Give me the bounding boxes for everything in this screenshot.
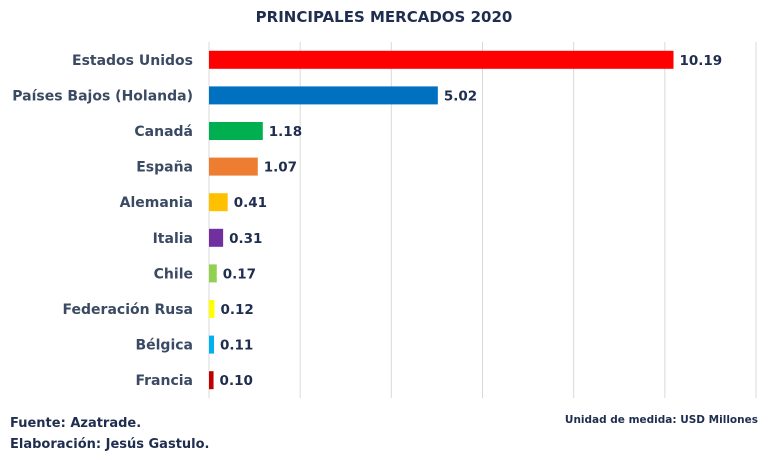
value-label: 0.12 <box>220 302 253 318</box>
unit-note: Unidad de medida: USD Millones <box>564 414 758 426</box>
value-label: 0.11 <box>220 338 253 354</box>
category-label: Países Bajos (Holanda) <box>12 88 193 104</box>
bar <box>209 228 224 247</box>
category-label: Estados Unidos <box>72 53 193 69</box>
category-labels: Estados Unidos Países Bajos (Holanda) Cana… <box>12 53 193 389</box>
value-label: 10.19 <box>679 53 722 69</box>
category-label: Chile <box>154 266 193 282</box>
bar <box>209 371 214 390</box>
value-label: 0.41 <box>234 195 267 211</box>
bar <box>209 157 258 176</box>
bar <box>209 50 674 69</box>
value-labels: 10.19 5.02 1.18 1.07 0.41 0.31 0.17 0.12 0.11 0.1… <box>220 53 723 389</box>
bar-chart: PRINCIPALES MERCADOS 2020 Estados Unidos… <box>12 8 757 398</box>
value-label: 1.18 <box>269 124 302 140</box>
value-label: 0.10 <box>220 373 253 389</box>
source-text: Fuente: Azatrade. <box>10 416 142 431</box>
bar <box>209 264 217 283</box>
category-label: Francia <box>135 373 193 389</box>
chart-title: PRINCIPALES MERCADOS 2020 <box>256 8 513 26</box>
category-label: Alemania <box>120 195 193 211</box>
category-label: España <box>136 160 193 176</box>
elaboration-text: Elaboración: Jesús Gastulo. <box>10 437 210 452</box>
category-label: Canadá <box>134 124 193 140</box>
bar <box>209 193 228 212</box>
category-label: Federación Rusa <box>63 302 193 318</box>
bars <box>209 50 674 390</box>
bar <box>209 86 438 105</box>
category-label: Italia <box>153 231 193 247</box>
bar <box>209 300 215 318</box>
value-label: 0.31 <box>229 231 262 247</box>
value-label: 5.02 <box>444 88 477 104</box>
bar <box>209 122 263 140</box>
source-note: Fuente: Azatrade. Elaboración: Jesús Gas… <box>10 413 210 455</box>
value-label: 1.07 <box>264 160 297 176</box>
category-label: Bélgica <box>135 338 193 354</box>
value-label: 0.17 <box>223 266 256 282</box>
bar <box>209 335 215 354</box>
